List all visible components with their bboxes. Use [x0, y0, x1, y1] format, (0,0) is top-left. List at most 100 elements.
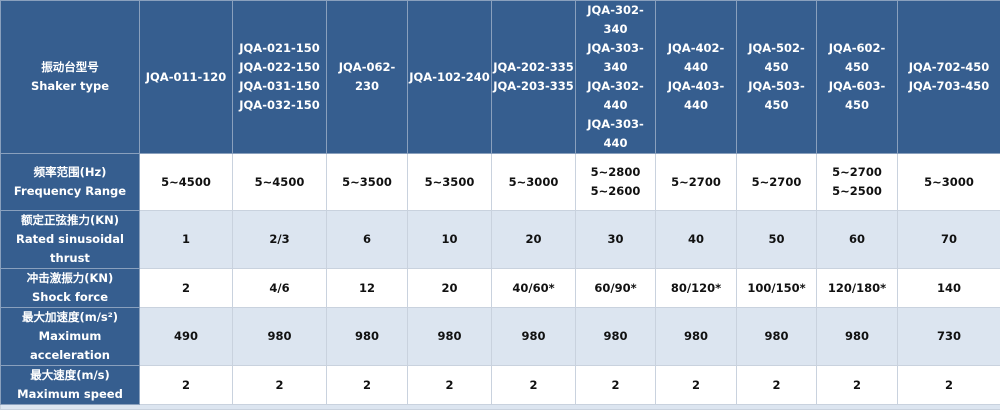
value-cell: 40/60* [492, 269, 576, 308]
value-text: 1 [140, 230, 232, 249]
value-text: 120/180* [817, 279, 897, 298]
value-cell: 6 [327, 211, 408, 269]
value-cell: 980 [656, 308, 737, 366]
row-label-cell: 频率范围(Hz)Frequency Range [1, 154, 140, 211]
row-label-cell: 最大速度(m/s)Maximum speed [1, 366, 140, 405]
model-name: JQA-702-450 [898, 58, 1000, 77]
value-text: 980 [492, 327, 575, 346]
value-text: 20 [408, 279, 491, 298]
model-name: JQA-302-440 [576, 77, 655, 115]
value-text: 6 [327, 230, 407, 249]
model-name: JQA-202-335 [492, 58, 575, 77]
value-cell: 140 [898, 269, 1000, 308]
value-cell: 5~2700 [737, 154, 817, 211]
value-cell: 5~2700 [656, 154, 737, 211]
value-cell: 490 [140, 308, 233, 366]
value-text: 5~4500 [233, 173, 326, 192]
model-name: JQA-703-450 [898, 77, 1000, 96]
value-cell: 20 [408, 269, 492, 308]
value-cell: 980 [817, 308, 898, 366]
value-cell: 5~4500 [233, 154, 327, 211]
value-text: 140 [898, 279, 1000, 298]
value-text: 490 [140, 327, 232, 346]
model-name: JQA-102-240 [408, 68, 491, 87]
value-text: 5~2700 [817, 163, 897, 182]
value-cell: 5~4500 [140, 154, 233, 211]
value-cell: 980 [737, 308, 817, 366]
value-cell: 30 [576, 211, 656, 269]
value-text: 2 [408, 376, 491, 395]
value-text: 980 [737, 327, 816, 346]
value-cell: 980 [492, 308, 576, 366]
model-header-cell: JQA-102-240 [408, 1, 492, 154]
row-label-en: Shock force [1, 288, 139, 307]
model-header-cell: JQA-062-230 [327, 1, 408, 154]
value-cell: 50 [737, 211, 817, 269]
value-cell: 70 [898, 211, 1000, 269]
value-cell: 2 [140, 366, 233, 405]
row-label-en: Maximum speed [1, 385, 139, 404]
value-cell: 5~3500 [327, 154, 408, 211]
value-cell: 730 [898, 308, 1000, 366]
value-text: 5~2700 [737, 173, 816, 192]
value-text: 5~2800 [576, 163, 655, 182]
value-text: 80/120* [656, 279, 736, 298]
value-text: 980 [233, 327, 326, 346]
model-name: JQA-021-150 [233, 39, 326, 58]
row-label-cell: 额定正弦推力(KN)Rated sinusoidal thrust [1, 211, 140, 269]
value-text: 2 [233, 376, 326, 395]
row-label-cn: 冲击激振力(KN) [1, 269, 139, 288]
model-name: JQA-602-450 [817, 39, 897, 77]
row-label-cell: 最大加速度(m/s²)Maximum acceleration [1, 308, 140, 366]
value-text: 20 [492, 230, 575, 249]
table-continuation [1, 405, 1000, 410]
model-name: JQA-503-450 [737, 77, 816, 115]
value-text: 2/3 [233, 230, 326, 249]
value-text: 2 [898, 376, 1000, 395]
model-name: JQA-303-340 [576, 39, 655, 77]
value-text: 5~3000 [898, 173, 1000, 192]
value-cell: 10 [408, 211, 492, 269]
value-cell: 2 [817, 366, 898, 405]
value-cell: 20 [492, 211, 576, 269]
value-text: 2 [576, 376, 655, 395]
value-cell: 2 [737, 366, 817, 405]
header-label-en: Shaker type [1, 77, 139, 96]
row-label-cell: 冲击激振力(KN)Shock force [1, 269, 140, 308]
model-name: JQA-403-440 [656, 77, 736, 115]
row-label-en: Rated sinusoidal thrust [1, 230, 139, 268]
value-cell: 980 [327, 308, 408, 366]
row-label-en: Maximum acceleration [1, 327, 139, 365]
value-cell: 60 [817, 211, 898, 269]
value-cell: 4/6 [233, 269, 327, 308]
value-cell: 1 [140, 211, 233, 269]
value-text: 40 [656, 230, 736, 249]
value-cell: 60/90* [576, 269, 656, 308]
value-cell: 2 [656, 366, 737, 405]
model-name: JQA-011-120 [140, 68, 232, 87]
row-label-cn: 最大速度(m/s) [1, 366, 139, 385]
value-text: 980 [408, 327, 491, 346]
value-text: 980 [327, 327, 407, 346]
value-cell: 5~3000 [898, 154, 1000, 211]
value-text: 5~2600 [576, 182, 655, 201]
value-text: 60/90* [576, 279, 655, 298]
value-text: 980 [656, 327, 736, 346]
model-header-cell: JQA-011-120 [140, 1, 233, 154]
model-name: JQA-603-450 [817, 77, 897, 115]
value-text: 12 [327, 279, 407, 298]
value-cell: 120/180* [817, 269, 898, 308]
